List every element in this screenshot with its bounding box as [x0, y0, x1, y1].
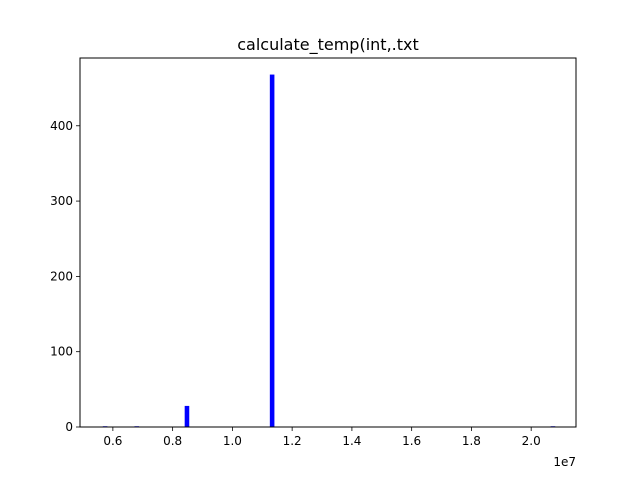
- x-tick-label-2: 1.0: [223, 434, 242, 448]
- axes-layer: 0.6 0.8 1.0 1.2 1.4 1.6 1.8 2.0 0 100 200 300 400: [50, 119, 541, 448]
- y-tick-label-3: 300: [50, 194, 73, 208]
- histogram-bar-3: [269, 74, 275, 427]
- x-axis-offset-label: 1e7: [553, 455, 576, 469]
- plot-frame: [79, 57, 577, 428]
- x-tick-label-1: 0.8: [163, 434, 182, 448]
- x-tick-label-3: 1.2: [283, 434, 302, 448]
- y-tick-label-4: 400: [50, 119, 73, 133]
- x-tick-label-6: 1.8: [462, 434, 481, 448]
- x-tick-label-5: 1.6: [402, 434, 421, 448]
- chart-title: calculate_temp(int,.txt: [237, 35, 419, 55]
- x-tick-label-4: 1.4: [342, 434, 361, 448]
- x-tick-label-7: 2.0: [522, 434, 541, 448]
- y-tick-label-2: 200: [50, 269, 73, 283]
- x-tick-label-0: 0.6: [103, 434, 122, 448]
- y-tick-label-0: 0: [65, 420, 73, 434]
- y-tick-label-1: 100: [50, 345, 73, 359]
- histogram-bar-2: [184, 405, 190, 427]
